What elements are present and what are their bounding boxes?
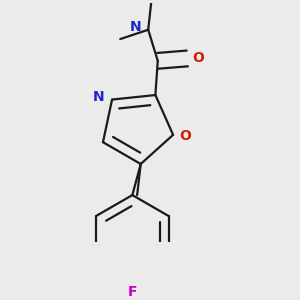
Text: F: F bbox=[128, 285, 137, 299]
Text: O: O bbox=[192, 51, 204, 65]
Text: N: N bbox=[130, 20, 142, 34]
Text: N: N bbox=[93, 90, 105, 104]
Text: O: O bbox=[179, 129, 191, 143]
